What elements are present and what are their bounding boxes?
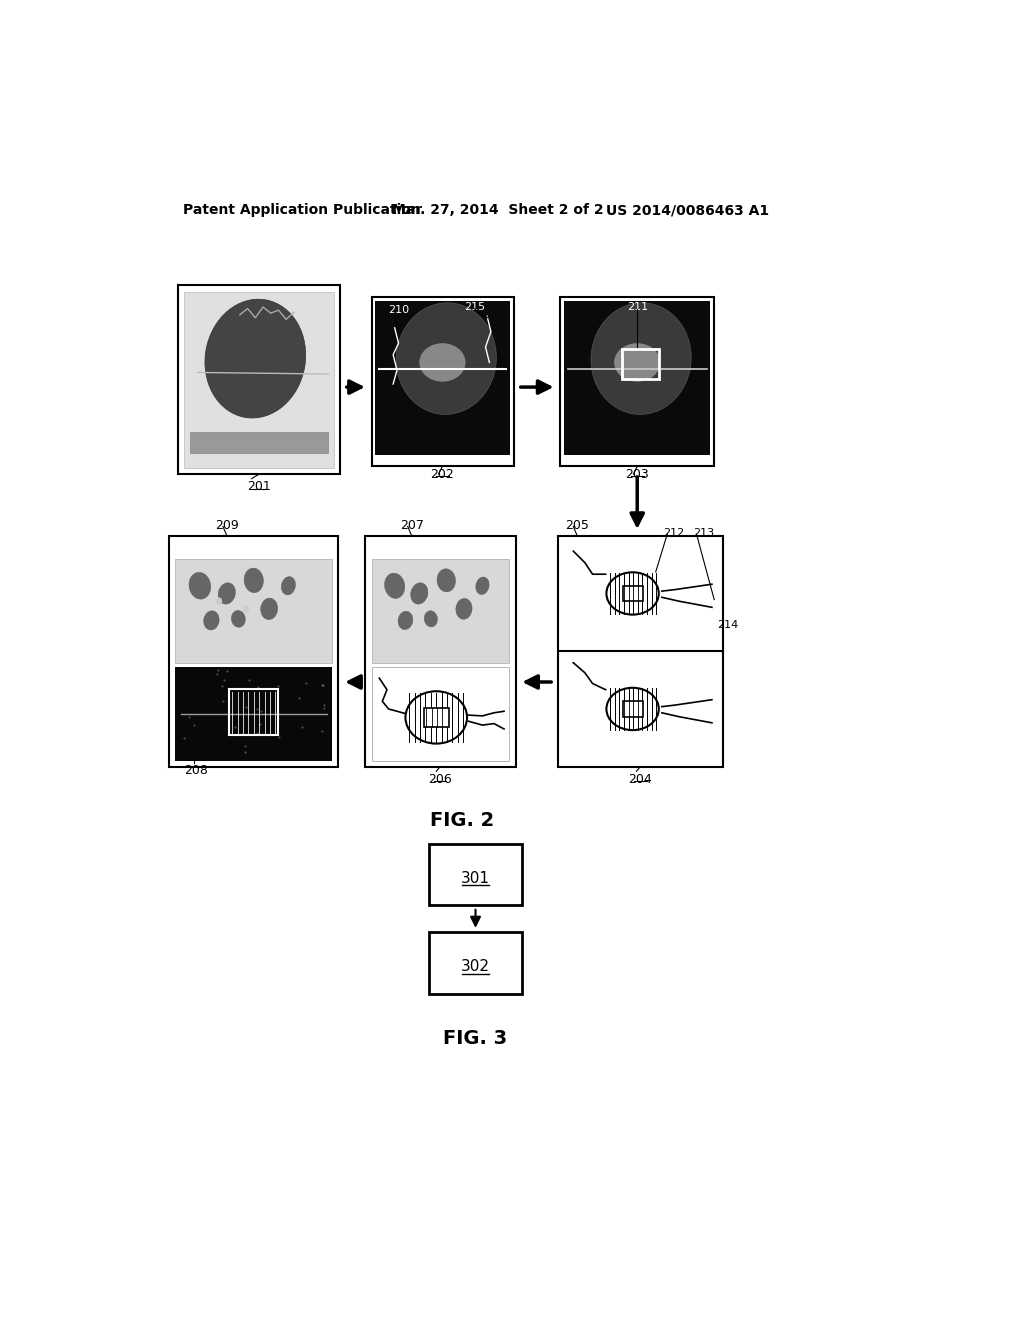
Bar — [429, 843, 521, 906]
Text: 211: 211 — [627, 302, 648, 313]
Bar — [372, 558, 509, 663]
Bar — [169, 536, 339, 767]
Ellipse shape — [231, 610, 246, 627]
Text: FIG. 3: FIG. 3 — [443, 1028, 508, 1048]
Text: US 2014/0086463 A1: US 2014/0086463 A1 — [606, 203, 770, 216]
Bar — [429, 932, 521, 994]
Bar — [622, 350, 658, 379]
Ellipse shape — [282, 577, 296, 595]
Text: 301: 301 — [461, 871, 490, 886]
Bar — [175, 667, 333, 760]
Bar — [184, 292, 334, 469]
Ellipse shape — [396, 302, 497, 414]
Bar — [366, 536, 515, 767]
Ellipse shape — [398, 611, 413, 630]
Text: 210: 210 — [388, 305, 410, 314]
Text: 213: 213 — [692, 528, 714, 539]
Text: 204: 204 — [629, 774, 652, 785]
Bar — [178, 285, 340, 474]
Text: 202: 202 — [430, 469, 455, 480]
Ellipse shape — [606, 688, 658, 730]
Ellipse shape — [261, 598, 278, 619]
Ellipse shape — [614, 343, 660, 381]
Bar — [372, 667, 509, 760]
Ellipse shape — [591, 302, 691, 414]
Ellipse shape — [411, 583, 428, 605]
Text: 205: 205 — [565, 519, 590, 532]
Text: 207: 207 — [400, 519, 424, 532]
Text: 201: 201 — [247, 480, 271, 494]
Ellipse shape — [606, 573, 658, 615]
Ellipse shape — [424, 611, 437, 627]
Text: 203: 203 — [626, 469, 649, 480]
Ellipse shape — [244, 568, 263, 593]
Text: 206: 206 — [428, 774, 452, 785]
Text: 215: 215 — [464, 302, 485, 313]
Ellipse shape — [189, 573, 211, 599]
Bar — [623, 586, 643, 601]
Ellipse shape — [419, 343, 466, 381]
Ellipse shape — [243, 605, 249, 612]
Bar — [372, 297, 514, 466]
Bar — [189, 432, 329, 453]
Ellipse shape — [385, 573, 404, 598]
Text: Mar. 27, 2014  Sheet 2 of 2: Mar. 27, 2014 Sheet 2 of 2 — [392, 203, 604, 216]
Ellipse shape — [476, 577, 489, 594]
Bar — [560, 297, 714, 466]
Text: FIG. 2: FIG. 2 — [429, 812, 494, 830]
Bar — [175, 558, 333, 663]
Ellipse shape — [216, 597, 222, 605]
Bar — [229, 689, 279, 735]
Text: 212: 212 — [664, 528, 685, 539]
Text: 214: 214 — [717, 620, 738, 631]
Ellipse shape — [204, 611, 219, 630]
Ellipse shape — [437, 569, 456, 591]
Text: 209: 209 — [215, 519, 239, 532]
Ellipse shape — [456, 598, 472, 619]
Bar — [623, 701, 643, 717]
Text: Patent Application Publication: Patent Application Publication — [183, 203, 421, 216]
Ellipse shape — [205, 300, 306, 418]
Text: 302: 302 — [461, 960, 490, 974]
Bar — [564, 301, 711, 455]
Text: 208: 208 — [184, 764, 208, 777]
Ellipse shape — [406, 692, 467, 743]
Bar — [424, 708, 449, 726]
Ellipse shape — [218, 583, 236, 605]
Bar — [558, 536, 724, 767]
Bar — [376, 301, 510, 455]
